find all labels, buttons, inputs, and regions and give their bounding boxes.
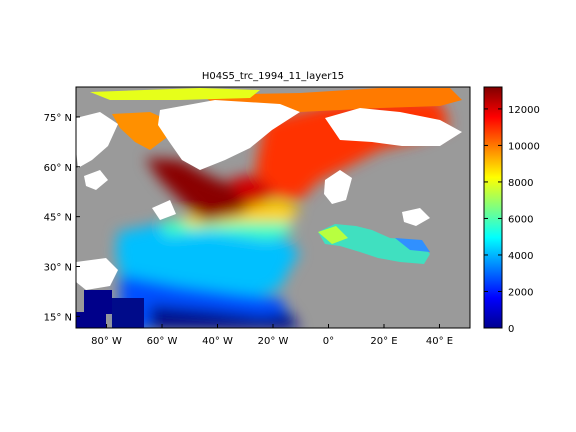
colorbar-ticks: 0 2000 4000 6000 8000 10000 12000 <box>484 105 540 335</box>
missing-data-regions <box>76 100 462 290</box>
colorbar-tick-label: 6000 <box>508 214 533 225</box>
missing-baltic <box>324 170 352 204</box>
missing-nova-scotia <box>152 200 176 220</box>
x-tick-label: 40° E <box>426 336 453 347</box>
x-tick-label: 40° W <box>202 336 233 347</box>
colorbar-tick-label: 4000 <box>508 251 533 262</box>
colorbar-tick-label: 8000 <box>508 178 533 189</box>
x-tick-label: 20° E <box>370 336 397 347</box>
x-tick-label: 60° W <box>147 336 178 347</box>
x-tick-label: 0° <box>323 336 334 347</box>
y-tick-label: 30° N <box>44 263 72 274</box>
ocean-med-west <box>318 226 348 244</box>
colorbar-tick-label: 10000 <box>508 141 540 152</box>
y-tick-label: 75° N <box>44 113 72 124</box>
missing-gulf-of-mexico <box>76 258 118 290</box>
ocean-equatorial <box>150 305 299 328</box>
y-tick-label: 45° N <box>44 213 72 224</box>
colorbar-tick-label: 12000 <box>508 105 540 116</box>
x-tick-label: 20° W <box>258 336 289 347</box>
missing-black-sea <box>402 208 430 226</box>
ocean-subtropical <box>116 220 300 300</box>
x-axis-ticks: 80° W 60° W 40° W 20° W 0° 20° E 40° E <box>91 324 453 347</box>
ocean-baffin <box>112 112 170 150</box>
y-tick-label: 15° N <box>44 312 72 323</box>
ocean-med-east <box>395 238 430 252</box>
caribbean-cells <box>76 290 144 328</box>
ocean-irminger <box>230 175 275 206</box>
map-title: H04S5_trc_1994_11_layer15 <box>202 71 344 82</box>
y-axis-ticks: 15° N 30° N 45° N 60° N 75° N <box>44 113 80 323</box>
caribbean-cell <box>76 312 106 328</box>
colorbar-tick-label: 0 <box>508 324 514 335</box>
missing-hudson <box>84 170 108 190</box>
colorbar-tick-label: 2000 <box>508 287 533 298</box>
x-tick-label: 80° W <box>91 336 122 347</box>
missing-barents <box>325 108 462 146</box>
missing-greenland <box>158 100 300 170</box>
ocean-arctic-yellow <box>90 88 260 100</box>
colorbar <box>483 86 503 329</box>
y-tick-label: 60° N <box>44 163 72 174</box>
caribbean-cell <box>84 290 112 314</box>
ocean-mediterranean <box>318 224 430 264</box>
caribbean-cell <box>112 298 144 328</box>
ocean-labrador <box>145 158 262 222</box>
map-plot-area <box>76 87 470 328</box>
ocean-field <box>116 98 450 328</box>
missing-canadian-arctic <box>76 112 118 168</box>
